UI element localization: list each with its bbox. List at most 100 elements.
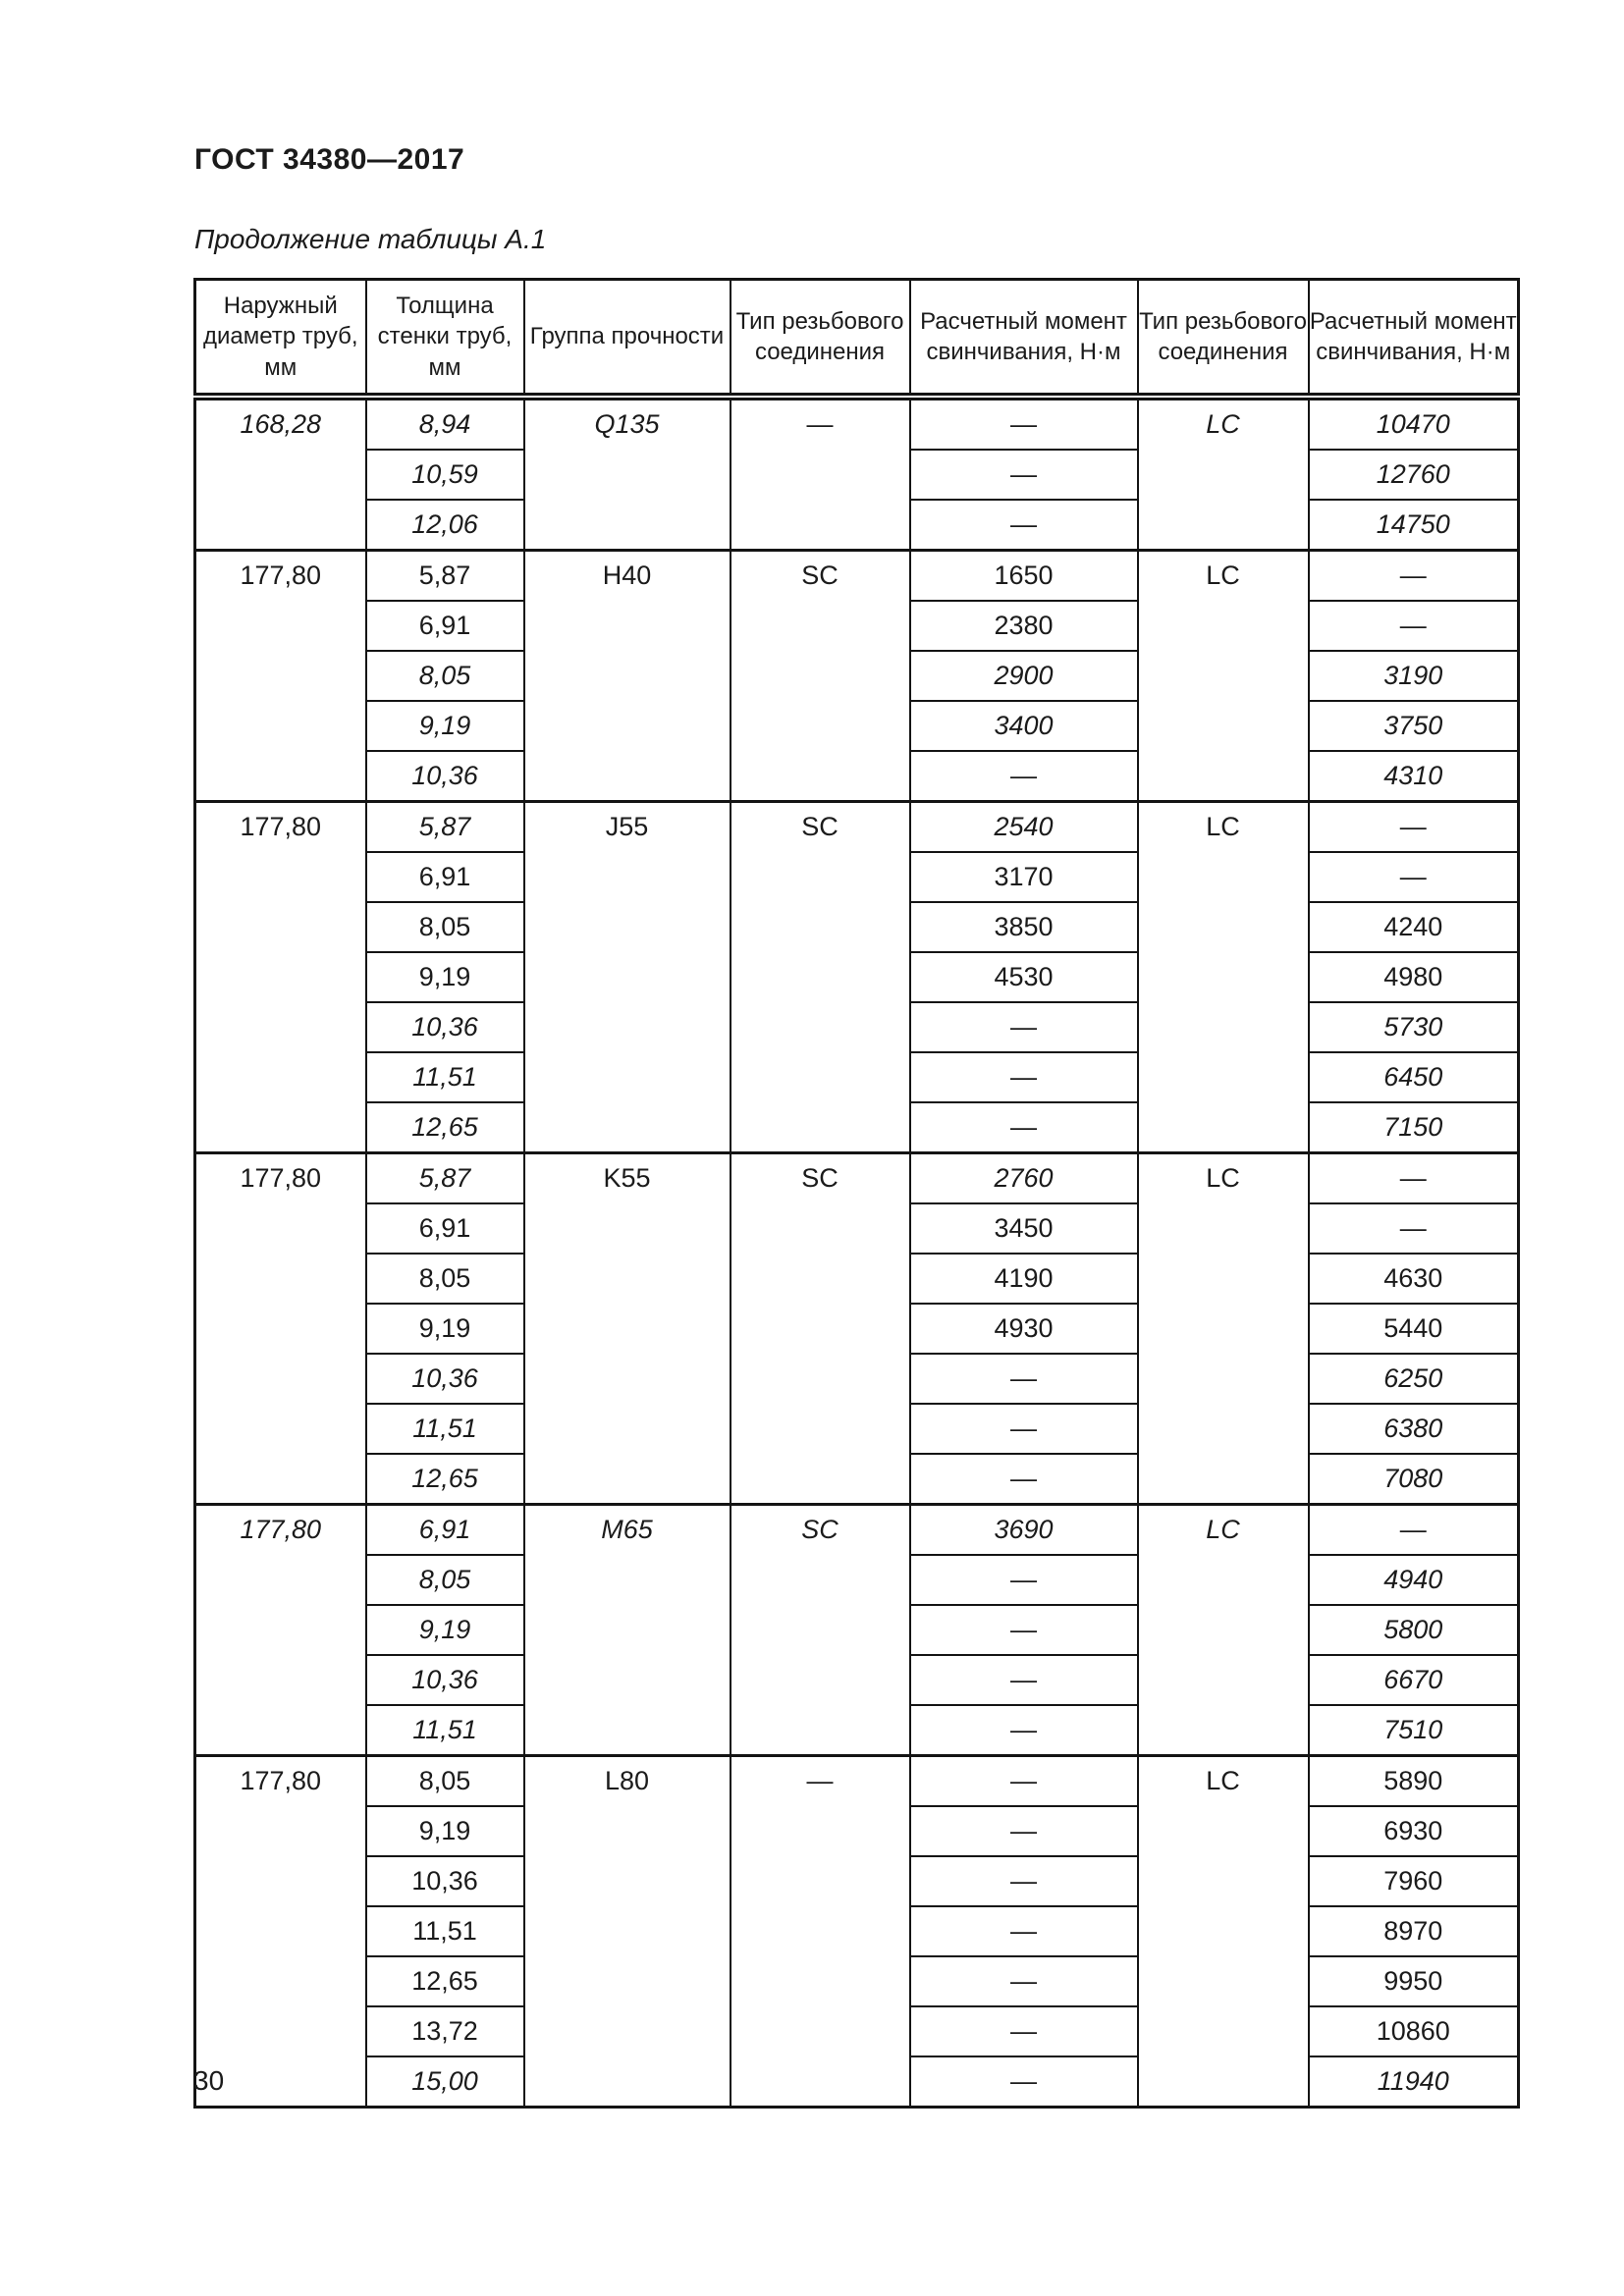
- cell-diameter: 177,80: [193, 800, 367, 1154]
- cell-torque-1: 4930: [908, 1303, 1139, 1355]
- cell-torque-1: 3400: [908, 700, 1139, 752]
- column-header-torque-1: Расчетный момент свинчивания, Н·м: [908, 278, 1139, 400]
- cell-thickness: 10,36: [364, 750, 525, 803]
- table-row: 11,51 — 8970: [195, 1905, 1520, 1957]
- cell-torque-1: 1650: [908, 549, 1139, 602]
- cell-torque-2: 4310: [1307, 750, 1520, 803]
- cell-thickness: 9,19: [364, 1604, 525, 1656]
- column-header-torque-2: Расчетный момент свинчивания, Н·м: [1307, 278, 1520, 400]
- table-row: 15,00 — 11940: [195, 2056, 1520, 2109]
- cell-thickness: 12,65: [364, 1453, 525, 1506]
- cell-torque-2: 12760: [1307, 449, 1520, 501]
- cell-torque-2: 7150: [1307, 1101, 1520, 1154]
- cell-torque-2: 8970: [1307, 1905, 1520, 1957]
- cell-torque-1: —: [908, 750, 1139, 803]
- column-header-strength-group: Группа прочности: [522, 278, 731, 400]
- cell-thickness: 10,36: [364, 1654, 525, 1706]
- table-row: 8,05 4190 4630: [195, 1253, 1520, 1305]
- cell-thickness: 15,00: [364, 2056, 525, 2109]
- table-row: 9,19 — 6930: [195, 1805, 1520, 1857]
- cell-torque-1: —: [908, 2005, 1139, 2057]
- cell-thread-type-2: LC: [1136, 395, 1310, 552]
- cell-thickness: 10,59: [364, 449, 525, 501]
- page-number: 30: [193, 2065, 225, 2096]
- cell-thread-type-1: —: [729, 395, 911, 552]
- cell-thickness: 10,36: [364, 1001, 525, 1053]
- cell-torque-2: —: [1307, 1503, 1520, 1556]
- table-row: 11,51 — 7510: [195, 1704, 1520, 1757]
- cell-torque-2: 6380: [1307, 1403, 1520, 1455]
- table-row: 177,80 5,87 K55 SC 2760 LC —: [193, 1151, 1520, 1506]
- data-table: Наружный диаметр труб, мм Толщина стенки…: [193, 278, 1520, 2109]
- cell-diameter: 177,80: [193, 549, 367, 803]
- cell-thickness: 5,87: [364, 800, 525, 853]
- table-row: 10,36 — 7960: [195, 1855, 1520, 1907]
- cell-torque-2: 4630: [1307, 1253, 1520, 1305]
- cell-torque-1: —: [908, 1101, 1139, 1154]
- column-header-diameter: Наружный диаметр труб, мм: [193, 278, 367, 400]
- cell-torque-2: 7080: [1307, 1453, 1520, 1506]
- cell-thickness: 10,36: [364, 1855, 525, 1907]
- table-row: 9,19 4530 4980: [195, 951, 1520, 1003]
- cell-torque-1: —: [908, 1704, 1139, 1757]
- cell-thickness: 6,91: [364, 600, 525, 652]
- cell-thickness: 12,65: [364, 1101, 525, 1154]
- cell-thickness: 9,19: [364, 1303, 525, 1355]
- cell-diameter: 177,80: [193, 1151, 367, 1506]
- cell-torque-1: —: [908, 1403, 1139, 1455]
- cell-thickness: 8,94: [364, 395, 525, 451]
- cell-thread-type-2: LC: [1136, 1754, 1310, 2109]
- cell-thickness: 9,19: [364, 1805, 525, 1857]
- cell-torque-1: 2380: [908, 600, 1139, 652]
- cell-thickness: 6,91: [364, 1503, 525, 1556]
- cell-diameter: 177,80: [193, 1503, 367, 1757]
- cell-thickness: 6,91: [364, 851, 525, 903]
- cell-torque-2: 9950: [1307, 1955, 1520, 2007]
- table-row: 8,05 3850 4240: [195, 901, 1520, 953]
- cell-torque-1: 3170: [908, 851, 1139, 903]
- cell-torque-2: 11940: [1307, 2056, 1520, 2109]
- cell-thickness: 13,72: [364, 2005, 525, 2057]
- cell-strength-group: K55: [522, 1151, 731, 1506]
- cell-strength-group: Q135: [522, 395, 731, 552]
- cell-torque-1: —: [908, 2056, 1139, 2109]
- cell-thickness: 9,19: [364, 951, 525, 1003]
- cell-thickness: 8,05: [364, 650, 525, 702]
- cell-torque-1: —: [908, 1453, 1139, 1506]
- table-row: 6,91 3450 —: [195, 1202, 1520, 1255]
- table-row: 177,80 5,87 J55 SC 2540 LC —: [193, 800, 1520, 1154]
- cell-torque-2: 14750: [1307, 499, 1520, 552]
- cell-torque-2: 4940: [1307, 1554, 1520, 1606]
- cell-torque-2: 5800: [1307, 1604, 1520, 1656]
- cell-torque-1: —: [908, 1955, 1139, 2007]
- cell-torque-1: 4190: [908, 1253, 1139, 1305]
- table-row: 8,05 — 4940: [195, 1554, 1520, 1606]
- cell-diameter: 168,28: [193, 395, 367, 552]
- column-header-thread-type-1: Тип резьбового соединения: [729, 278, 911, 400]
- cell-torque-2: 6670: [1307, 1654, 1520, 1706]
- cell-torque-1: 4530: [908, 951, 1139, 1003]
- cell-torque-1: 2900: [908, 650, 1139, 702]
- table-row: 6,91 3170 —: [195, 851, 1520, 903]
- table-row: 10,36 — 5730: [195, 1001, 1520, 1053]
- cell-thickness: 8,05: [364, 1554, 525, 1606]
- column-header-thread-type-2: Тип резьбового соединения: [1136, 278, 1310, 400]
- cell-thickness: 8,05: [364, 1253, 525, 1305]
- table-row: 13,72 — 10860: [195, 2005, 1520, 2057]
- table-row: 8,05 2900 3190: [195, 650, 1520, 702]
- cell-torque-2: 10470: [1307, 395, 1520, 451]
- cell-thickness: 10,36: [364, 1353, 525, 1405]
- header-row: Наружный диаметр труб, мм Толщина стенки…: [193, 278, 1520, 400]
- cell-torque-1: —: [908, 1855, 1139, 1907]
- cell-torque-1: —: [908, 1051, 1139, 1103]
- cell-torque-2: —: [1307, 851, 1520, 903]
- cell-torque-1: —: [908, 1805, 1139, 1857]
- table-row: 11,51 — 6380: [195, 1403, 1520, 1455]
- cell-torque-2: 7960: [1307, 1855, 1520, 1907]
- table-row: 9,19 3400 3750: [195, 700, 1520, 752]
- cell-thread-type-2: LC: [1136, 1151, 1310, 1506]
- cell-torque-2: —: [1307, 1202, 1520, 1255]
- cell-torque-2: —: [1307, 1151, 1520, 1204]
- table-row: 10,36 — 4310: [195, 750, 1520, 803]
